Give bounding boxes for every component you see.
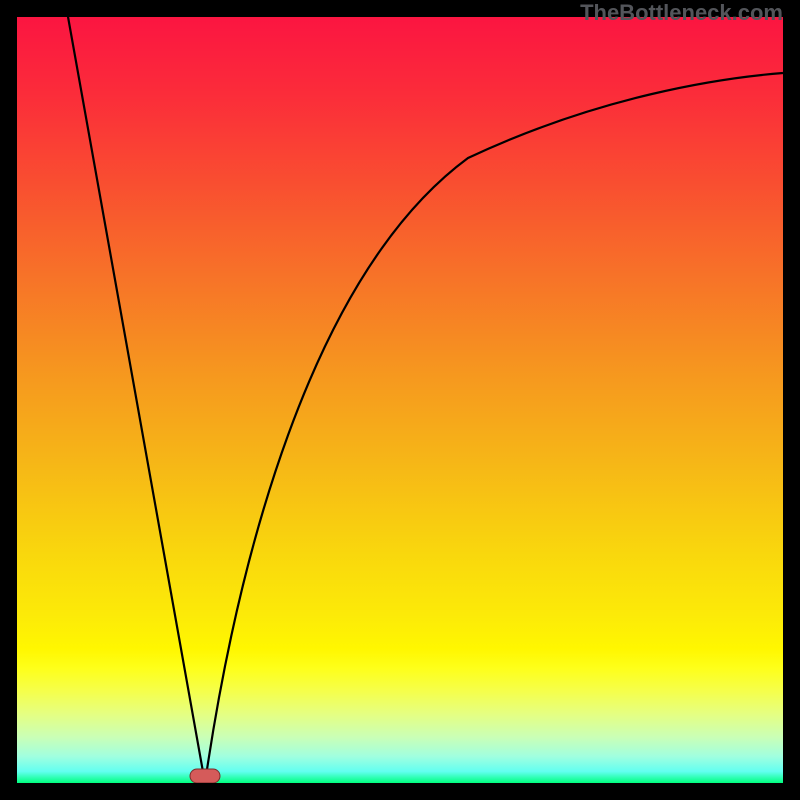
optimal-point-marker (188, 767, 222, 785)
watermark-text: TheBottleneck.com (580, 0, 783, 26)
bottleneck-curve (0, 0, 800, 800)
curve-path (65, 0, 783, 783)
marker-shape (190, 769, 220, 783)
chart-canvas: TheBottleneck.com (0, 0, 800, 800)
